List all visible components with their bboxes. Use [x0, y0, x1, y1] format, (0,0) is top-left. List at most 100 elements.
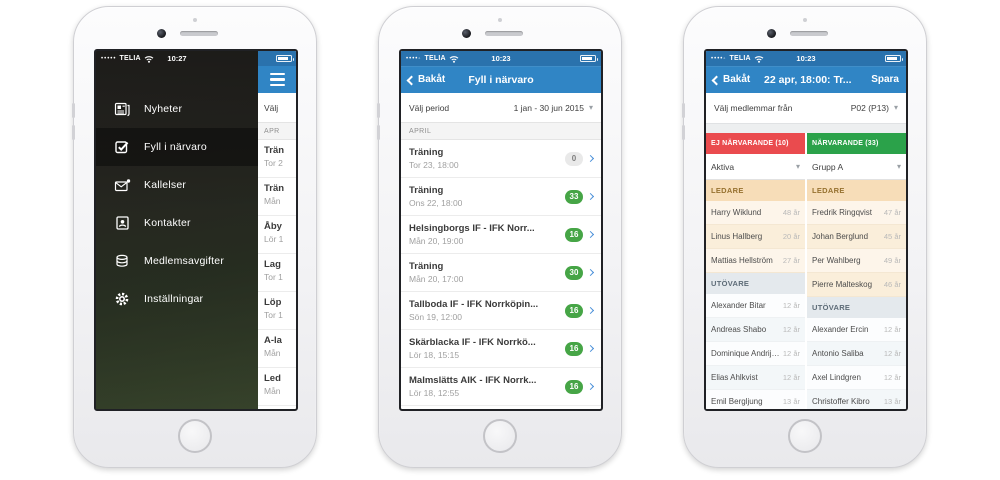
member-age: 12 år [782, 325, 800, 334]
member-age: 12 år [883, 349, 901, 358]
member-row-item[interactable]: Johan Berglund 45 år [807, 225, 906, 249]
group-filter-dropdown[interactable]: Grupp A ▾ [807, 154, 906, 180]
member-name: Fredrik Ringqvist [812, 208, 873, 217]
member-row-item[interactable]: Emil Bergljung 13 år [706, 390, 805, 409]
period-selector[interactable]: Välj period 1 jan - 30 jun 2015 ▾ [401, 93, 601, 123]
role-section-header: LEDARE [807, 180, 906, 201]
event-meta: 16 [565, 303, 595, 318]
member-name: Per Wahlberg [812, 256, 861, 265]
event-subtitle: Lör 1 [264, 234, 284, 244]
member-name: Mattias Hellström [711, 256, 773, 265]
attendance-count-badge: 33 [565, 189, 583, 204]
status-bar-right [258, 51, 296, 66]
member-name: Axel Lindgren [812, 373, 861, 382]
event-text: Helsingborgs IF - IFK Norr... Mån 20, 19:… [409, 223, 535, 246]
event-row[interactable]: Träning Tor 23, 18:00 0 [401, 140, 601, 178]
home-button[interactable] [178, 419, 212, 453]
member-age: 12 år [883, 325, 901, 334]
chevron-right-icon [586, 230, 595, 239]
peek-period-row: Välj [258, 93, 296, 123]
event-row[interactable]: Träning Mån 20, 17:00 30 [401, 254, 601, 292]
member-source-selector[interactable]: Välj medlemmar från P02 (P13) ▾ [706, 93, 906, 123]
menu-item-fyll-i-narvaro[interactable]: Fyll i närvaro [96, 128, 258, 166]
group-filter-dropdown[interactable]: Aktiva ▾ [706, 154, 805, 180]
event-text: Skärblacka IF - IFK Norrkö... Lör 18, 15:… [409, 337, 536, 360]
back-label: Bakåt [418, 74, 446, 85]
event-title: Trän [264, 145, 285, 156]
peek-event-row: Löp Tor 1 [258, 292, 296, 330]
side-menu-panel: ••••• TELIA 10:27 Nyheter [96, 51, 258, 409]
event-meta: 16 [565, 227, 595, 242]
event-subtitle: Tor 23, 18:00 [409, 160, 459, 170]
home-button[interactable] [788, 419, 822, 453]
member-row-item[interactable]: Andreas Shabo 12 år [706, 318, 805, 342]
attendance-screen: ••••◦ TELIA 10:23 Bakåt 22 apr, 18:00: T… [704, 49, 908, 411]
member-age: 49 år [883, 256, 901, 265]
member-row-item[interactable]: Harry Wiklund 48 år [706, 201, 805, 225]
member-row-item[interactable]: Christoffer Kibro 13 år [807, 390, 906, 409]
back-button[interactable]: Bakåt [406, 74, 446, 85]
menu-item-medlemsavgifter[interactable]: Medlemsavgifter [96, 242, 258, 280]
status-bar: ••••• TELIA 10:27 [96, 51, 258, 66]
event-title: Trän [264, 183, 285, 194]
member-row-item[interactable]: Alexander Ercin 12 år [807, 318, 906, 342]
member-row-item[interactable]: Linus Hallberg 20 år [706, 225, 805, 249]
menu-label: Kallelser [144, 179, 187, 191]
event-subtitle: Lör 18, 15:15 [409, 350, 460, 360]
member-row-item[interactable]: Alexander Bitar 12 år [706, 294, 805, 318]
event-subtitle: Mån [264, 386, 281, 396]
back-button[interactable]: Bakåt [711, 74, 750, 85]
save-button[interactable]: Spara [871, 74, 899, 85]
envelope-icon [112, 178, 132, 193]
hamburger-menu-icon[interactable] [269, 73, 285, 86]
chevron-left-icon [711, 75, 722, 85]
event-row[interactable]: Tallboda IF - IFK Norrköpin... Sön 19, 12… [401, 292, 601, 330]
event-row[interactable]: Helsingborgs IF - IFK Norr... Mån 20, 19:… [401, 216, 601, 254]
camera-dot [157, 29, 166, 38]
gear-icon [112, 291, 132, 307]
member-row-item[interactable]: Fredrik Ringqvist 47 år [807, 201, 906, 225]
event-title: Tallboda IF - IFK Norrköpin... [409, 299, 539, 310]
filter-value: Aktiva [711, 161, 735, 172]
member-row-item[interactable]: Dominique Andrije... 12 år [706, 342, 805, 366]
phone-attendance: ••••◦ TELIA 10:23 Bakåt 22 apr, 18:00: T… [682, 6, 927, 468]
member-age: 12 år [782, 373, 800, 382]
menu-label: Kontakter [144, 217, 191, 229]
menu-item-kallelser[interactable]: Kallelser [96, 166, 258, 204]
event-row[interactable]: Malmslätts AIK - IFK Norrk... Lör 18, 12:… [401, 368, 601, 406]
member-name: Alexander Bitar [711, 301, 766, 310]
event-row[interactable]: Skärblacka IF - IFK Norrkö... Lör 18, 15:… [401, 330, 601, 368]
menu-item-nyheter[interactable]: Nyheter [96, 90, 258, 128]
news-icon [112, 101, 132, 117]
battery-icon [276, 55, 294, 62]
member-row-item[interactable]: Pierre Malteskog 46 år [807, 273, 906, 297]
event-title: Malmslätts AIK - IFK Norrk... [409, 375, 537, 386]
member-name: Harry Wiklund [711, 208, 762, 217]
phone-menu: ••••• TELIA 10:27 Nyheter [72, 6, 317, 468]
event-meta: 30 [565, 265, 595, 280]
menu-item-kontakter[interactable]: Kontakter [96, 204, 258, 242]
attendance-count-badge: 16 [565, 379, 583, 394]
role-section-header: LEDARE [706, 180, 805, 201]
role-section-header: UTÖVARE [807, 297, 906, 318]
event-subtitle: Sön 19, 12:00 [409, 312, 462, 322]
filter-value: Grupp A [812, 161, 844, 172]
chevron-right-icon [586, 154, 595, 163]
member-name: Emil Bergljung [711, 397, 763, 406]
member-row-item[interactable]: Elias Ahlkvist 12 år [706, 366, 805, 390]
present-column: NÄRVARANDE (33) Grupp A ▾ LEDARE Fredrik Rin… [807, 133, 906, 409]
event-subtitle: Ons 22, 18:00 [409, 198, 463, 208]
clock-label: 10:23 [796, 54, 816, 63]
period-range: 1 jan - 30 jun 2015 [513, 102, 584, 113]
menu-item-installningar[interactable]: Inställningar [96, 280, 258, 318]
menu-label: Medlemsavgifter [144, 255, 225, 267]
event-row[interactable]: Träning Ons 22, 18:00 33 [401, 178, 601, 216]
speaker-slit [485, 31, 523, 36]
member-name: Elias Ahlkvist [711, 373, 758, 382]
event-meta: 33 [565, 189, 595, 204]
member-row-item[interactable]: Antonio Saliba 12 år [807, 342, 906, 366]
member-row-item[interactable]: Axel Lindgren 12 år [807, 366, 906, 390]
member-row-item[interactable]: Per Wahlberg 49 år [807, 249, 906, 273]
home-button[interactable] [483, 419, 517, 453]
member-row-item[interactable]: Mattias Hellström 27 år [706, 249, 805, 273]
